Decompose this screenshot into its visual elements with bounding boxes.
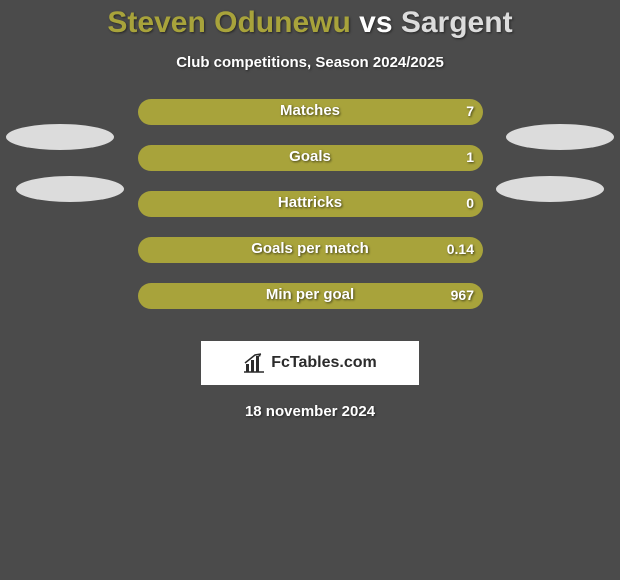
stat-value-right: 7 bbox=[466, 103, 474, 119]
player2-name: Sargent bbox=[401, 6, 513, 39]
stat-row: Goals per match 0.14 bbox=[0, 237, 620, 283]
stat-value-right: 0 bbox=[466, 195, 474, 211]
subtitle: Club competitions, Season 2024/2025 bbox=[0, 54, 620, 71]
stat-row: Hattricks 0 bbox=[0, 191, 620, 237]
stat-row: Min per goal 967 bbox=[0, 283, 620, 329]
title: Steven Odunewu vs Sargent bbox=[0, 0, 620, 40]
stat-row: Matches 7 bbox=[0, 99, 620, 145]
stat-label: Goals per match bbox=[0, 240, 620, 257]
infographic-root: Steven Odunewu vs Sargent Club competiti… bbox=[0, 0, 620, 580]
chart-icon bbox=[243, 353, 265, 373]
stat-row: Goals 1 bbox=[0, 145, 620, 191]
player1-name: Steven Odunewu bbox=[107, 6, 350, 39]
date-label: 18 november 2024 bbox=[0, 403, 620, 420]
stats-rows: Matches 7 Goals 1 Hattricks 0 bbox=[0, 99, 620, 329]
stat-label: Matches bbox=[0, 102, 620, 119]
brand-box[interactable]: FcTables.com bbox=[201, 341, 419, 385]
stat-label: Goals bbox=[0, 148, 620, 165]
brand-text: FcTables.com bbox=[271, 354, 377, 372]
stat-value-right: 1 bbox=[466, 149, 474, 165]
stat-label: Min per goal bbox=[0, 286, 620, 303]
stat-label: Hattricks bbox=[0, 194, 620, 211]
vs-separator: vs bbox=[359, 6, 392, 39]
stat-value-right: 0.14 bbox=[447, 241, 474, 257]
stat-value-right: 967 bbox=[451, 287, 474, 303]
